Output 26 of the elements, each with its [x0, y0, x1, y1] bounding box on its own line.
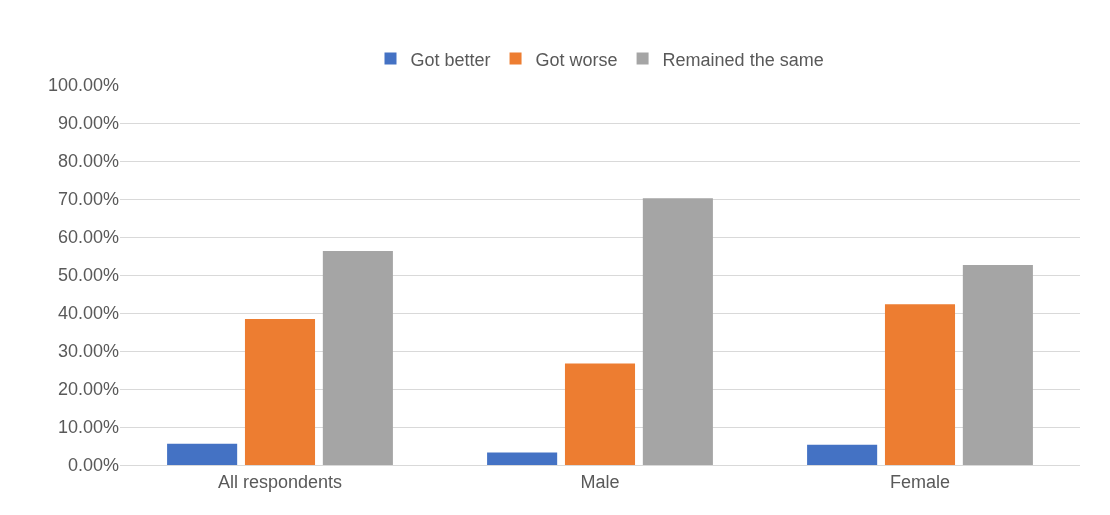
bar [322, 251, 393, 465]
y-tick-label: 50.00% [57, 265, 119, 286]
y-tick-label: 10.00% [57, 417, 119, 438]
bar [167, 443, 238, 465]
legend-label: Got better [410, 49, 491, 70]
y-tick-label: 40.00% [57, 303, 119, 324]
bar [244, 319, 316, 465]
y-tick-label: 100.00% [47, 75, 119, 96]
y-tick-label: 70.00% [57, 189, 119, 210]
bar [564, 363, 636, 465]
bar [962, 265, 1033, 465]
bar [884, 304, 956, 465]
x-tick-label: Female [889, 471, 951, 492]
y-tick-label: 30.00% [57, 341, 119, 362]
y-tick-label: 60.00% [57, 227, 119, 248]
bar [807, 444, 878, 465]
x-tick-label: Male [580, 471, 620, 492]
bar [642, 198, 713, 465]
legend-label: Got worse [535, 49, 618, 70]
legend-label: Remained the same [662, 49, 824, 70]
y-tick-label: 0.00% [67, 455, 119, 476]
x-tick-label: All respondents [217, 471, 343, 492]
bar [487, 452, 558, 465]
y-tick-label: 20.00% [57, 379, 119, 400]
y-tick-label: 90.00% [57, 113, 119, 134]
y-tick-label: 80.00% [57, 151, 119, 172]
